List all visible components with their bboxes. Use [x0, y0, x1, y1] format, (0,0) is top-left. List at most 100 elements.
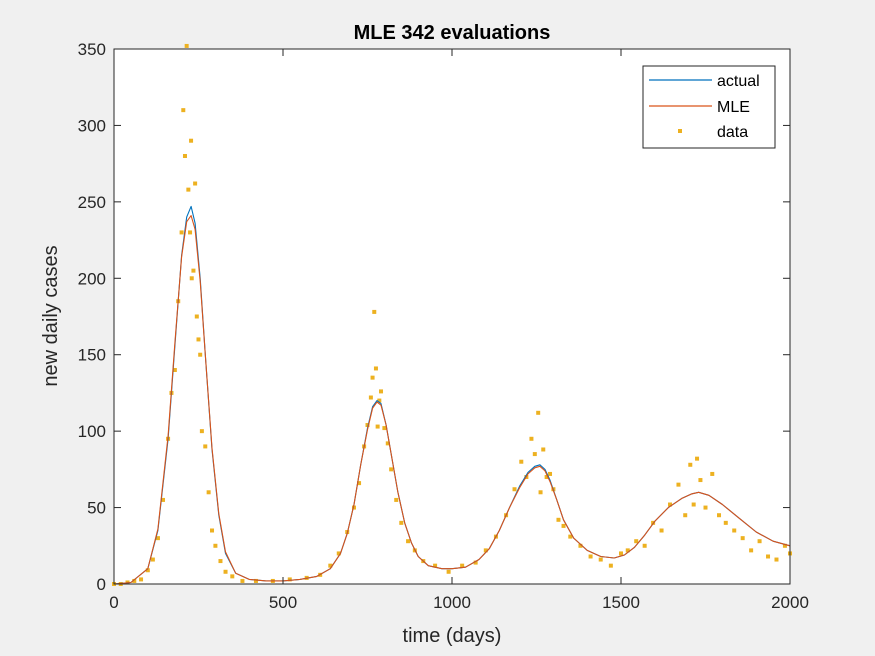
- ticks-layer: 0 500 1000 1500 2000 0 50 100 150 200 250 300 350: [78, 40, 809, 612]
- y-tick-label-6: 300: [78, 116, 106, 135]
- data-point-3: [132, 578, 137, 583]
- data-point-50: [373, 366, 378, 371]
- series-layer: [112, 43, 792, 586]
- data-point-74: [536, 410, 541, 415]
- data-point-108: [766, 554, 771, 559]
- data-point-15: [182, 154, 187, 158]
- data-point-25: [198, 352, 203, 357]
- data-point-22: [193, 181, 198, 186]
- data-point-99: [698, 478, 703, 483]
- data-point-52: [377, 398, 382, 403]
- x-tick-label-3: 1500: [602, 593, 640, 612]
- y-tick-label-3: 150: [78, 346, 106, 365]
- y-tick-label-5: 250: [78, 193, 106, 212]
- data-point-94: [676, 482, 681, 487]
- data-point-23: [194, 314, 199, 319]
- data-point-66: [483, 548, 488, 553]
- x-tick-label-0: 0: [109, 593, 118, 612]
- data-point-57: [394, 497, 399, 502]
- data-point-5: [145, 568, 150, 573]
- data-point-28: [206, 490, 211, 495]
- data-point-55: [385, 441, 390, 446]
- data-point-97: [691, 502, 696, 507]
- y-tick-label-2: 100: [78, 422, 106, 441]
- series-line-mle: [113, 215, 791, 585]
- data-point-63: [446, 569, 451, 574]
- data-point-34: [240, 578, 245, 583]
- data-point-40: [328, 563, 333, 568]
- data-point-17: [186, 187, 191, 192]
- data-point-6: [150, 557, 155, 562]
- data-point-30: [213, 543, 218, 548]
- y-tick-label-7: 350: [78, 40, 106, 59]
- data-point-37: [287, 577, 292, 582]
- data-point-80: [556, 517, 561, 522]
- data-point-83: [578, 543, 583, 548]
- data-point-44: [357, 481, 362, 486]
- data-point-7: [155, 536, 160, 541]
- legend-label-mle: MLE: [717, 99, 750, 116]
- data-point-18: [188, 230, 193, 235]
- y-tick-label-4: 200: [78, 269, 106, 288]
- data-point-92: [659, 528, 664, 533]
- data-point-82: [568, 534, 573, 539]
- data-point-64: [460, 563, 465, 568]
- data-point-41: [336, 551, 341, 556]
- chart-title: MLE 342 evaluations: [354, 22, 551, 44]
- data-point-43: [351, 505, 356, 510]
- legend-label-data: data: [717, 124, 748, 141]
- data-point-96: [688, 462, 693, 467]
- x-tick-label-1: 500: [269, 593, 297, 612]
- data-point-100: [703, 505, 708, 510]
- data-point-110: [782, 543, 787, 548]
- x-axis-label: time (days): [403, 625, 502, 647]
- data-point-47: [368, 395, 373, 400]
- data-point-4: [139, 577, 144, 582]
- y-tick-label-1: 50: [87, 499, 106, 518]
- data-point-86: [608, 563, 613, 568]
- legend: actual MLE data: [642, 65, 776, 149]
- data-point-31: [218, 559, 223, 564]
- data-point-54: [382, 426, 387, 431]
- data-point-69: [512, 487, 517, 492]
- data-point-8: [161, 497, 166, 502]
- data-point-62: [433, 563, 438, 568]
- data-point-107: [757, 539, 762, 544]
- data-point-89: [634, 539, 639, 544]
- data-point-56: [389, 467, 394, 472]
- data-point-73: [532, 452, 537, 457]
- y-tick-label-0: 0: [97, 575, 106, 594]
- data-point-65: [473, 560, 478, 565]
- data-point-76: [541, 447, 546, 452]
- data-point-24: [196, 337, 201, 342]
- y-axis-label: new daily cases: [40, 245, 62, 386]
- data-point-102: [717, 513, 722, 518]
- data-point-29: [210, 528, 215, 533]
- data-point-26: [199, 429, 204, 434]
- data-point-106: [749, 548, 754, 553]
- data-point-81: [561, 523, 566, 528]
- data-point-33: [230, 574, 235, 579]
- legend-swatch-data: [678, 129, 682, 133]
- data-point-109: [774, 557, 779, 562]
- data-point-20: [189, 276, 194, 281]
- data-point-72: [529, 436, 534, 441]
- data-point-19: [189, 138, 194, 143]
- x-tick-label-4: 2000: [771, 593, 809, 612]
- data-point-16: [184, 43, 189, 48]
- data-point-75: [538, 490, 543, 495]
- data-point-13: [179, 230, 184, 235]
- data-point-87: [619, 551, 623, 556]
- data-point-78: [548, 471, 553, 476]
- data-point-84: [588, 554, 593, 559]
- data-point-14: [181, 108, 186, 113]
- series-data: [112, 43, 792, 586]
- data-point-90: [642, 543, 647, 548]
- data-point-85: [598, 557, 603, 562]
- data-point-103: [723, 520, 728, 525]
- legend-label-actual: actual: [717, 73, 760, 90]
- data-point-32: [223, 569, 228, 574]
- data-point-53: [379, 389, 384, 394]
- data-point-95: [683, 513, 688, 518]
